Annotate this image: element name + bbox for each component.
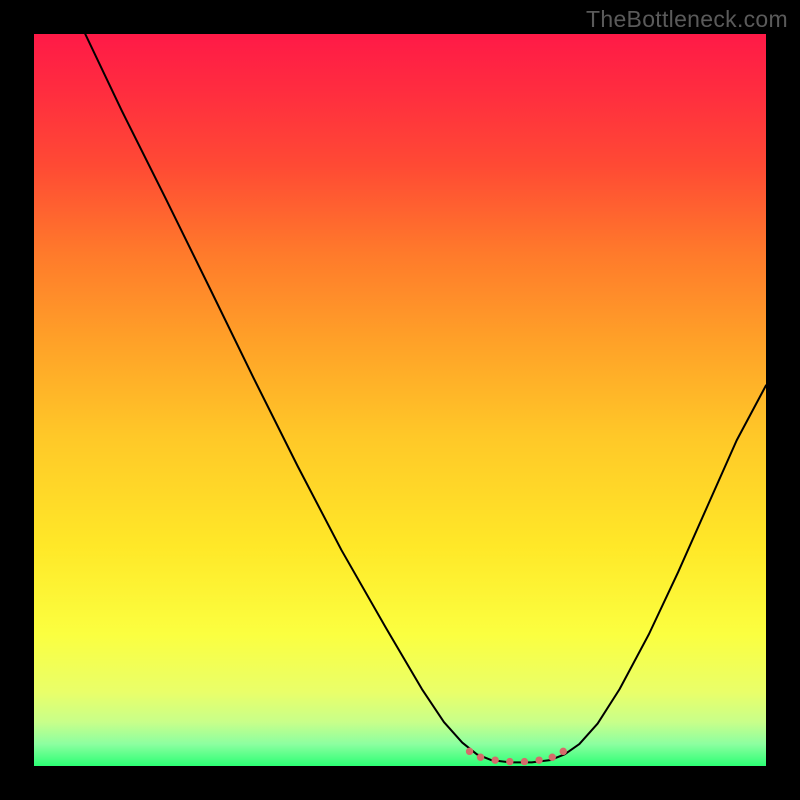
optimal-marker: [536, 757, 542, 763]
gradient-background: [34, 34, 766, 766]
optimal-marker: [521, 758, 527, 764]
plot-area: [34, 34, 766, 766]
chart-container: TheBottleneck.com: [0, 0, 800, 800]
optimal-marker: [560, 748, 566, 754]
watermark-text: TheBottleneck.com: [586, 6, 788, 33]
optimal-marker: [492, 757, 498, 763]
optimal-marker: [507, 758, 513, 764]
optimal-marker: [466, 748, 472, 754]
optimal-marker: [549, 754, 555, 760]
optimal-marker: [477, 754, 483, 760]
chart-svg: [34, 34, 766, 766]
